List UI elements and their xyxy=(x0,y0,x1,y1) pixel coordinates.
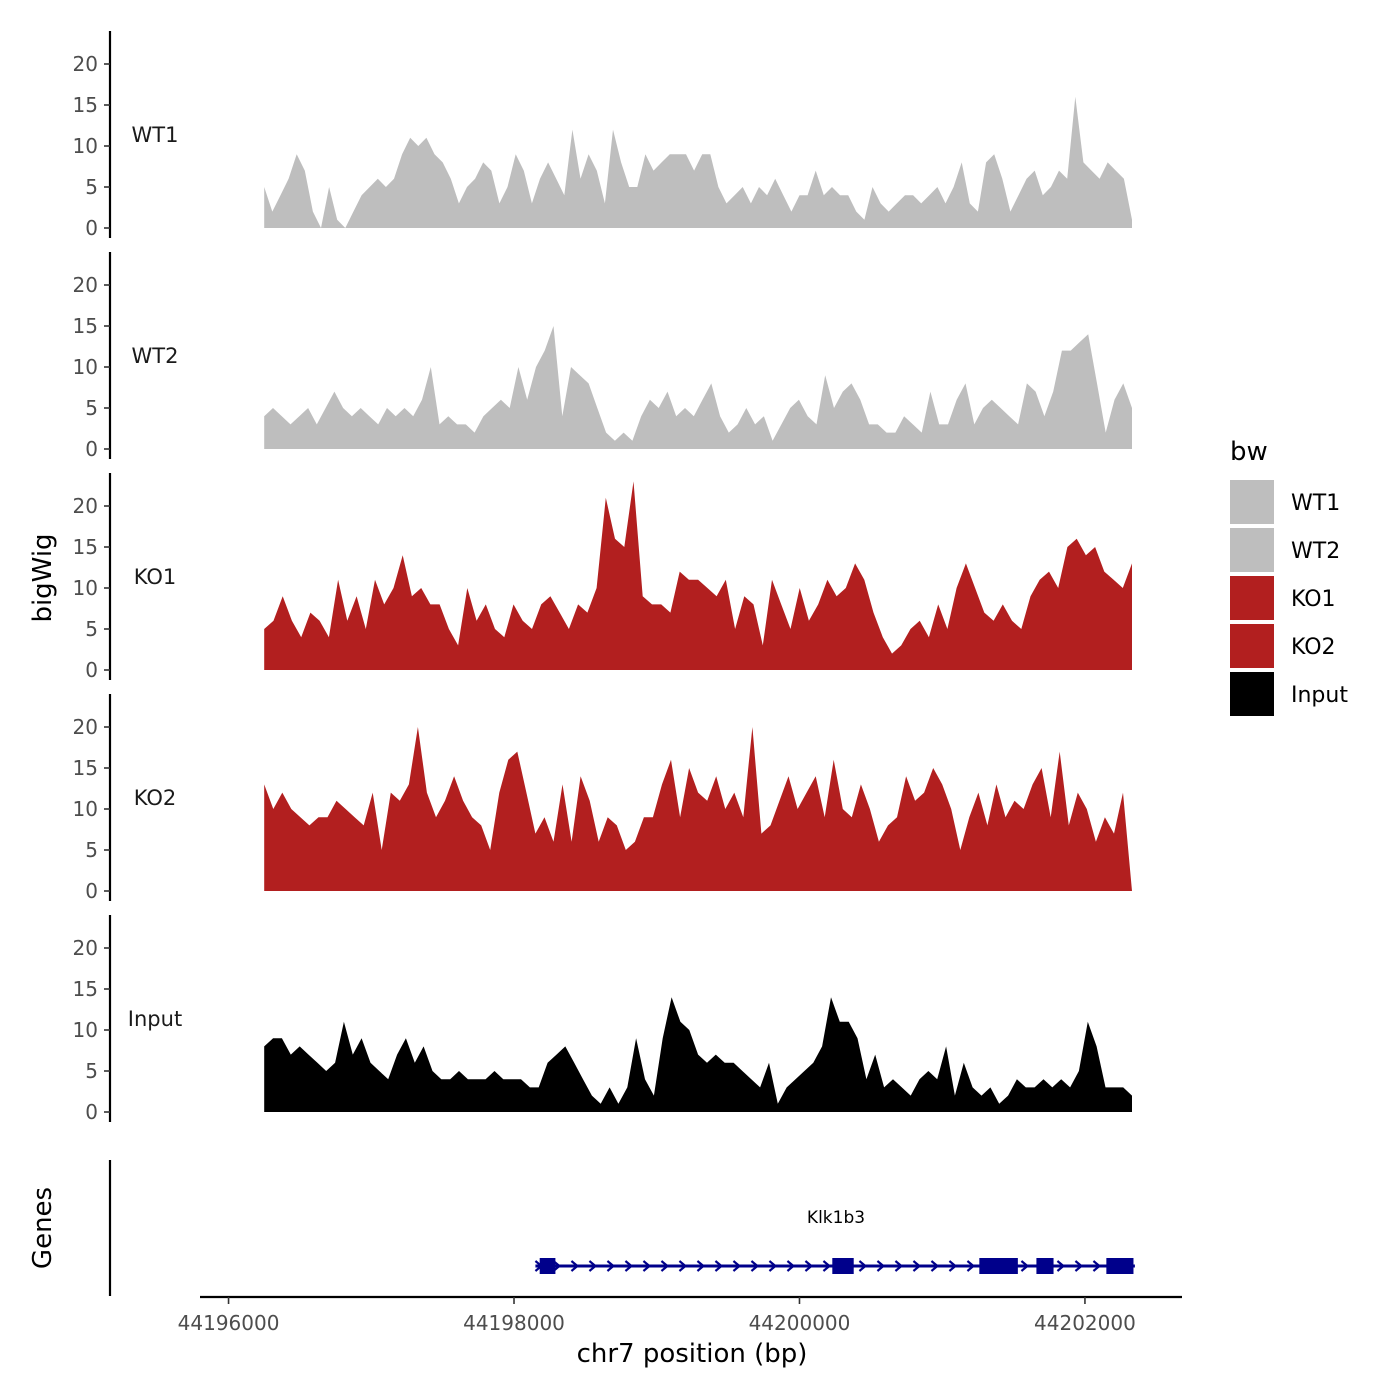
y-tick-label: 20 xyxy=(73,936,98,960)
y-tick-label: 15 xyxy=(73,93,98,117)
gene-exon xyxy=(1106,1258,1134,1274)
gene-exon xyxy=(539,1258,556,1274)
track-panel-KO2: 0 5 10 15 20 KO2 xyxy=(73,694,1132,903)
y-tick-label: 5 xyxy=(85,175,98,199)
legend-label-WT2: WT2 xyxy=(1291,539,1340,564)
y-tick-label: 0 xyxy=(85,658,98,682)
area-WT2 xyxy=(264,326,1132,449)
strand-arrow xyxy=(768,1260,778,1272)
strand-arrow xyxy=(894,1260,904,1272)
area-KO2 xyxy=(264,727,1132,891)
legend-swatch-WT2 xyxy=(1230,528,1274,572)
y-tick-label: 20 xyxy=(73,52,98,76)
y-tick-label: 10 xyxy=(73,134,98,158)
y-tick-label: 0 xyxy=(85,879,98,903)
y-tick-label: 15 xyxy=(73,535,98,559)
y-tick-label: 20 xyxy=(73,494,98,518)
strand-arrow xyxy=(570,1260,580,1272)
gene-exon xyxy=(979,1258,1018,1274)
y-tick-label: 0 xyxy=(85,216,98,240)
legend-label-KO1: KO1 xyxy=(1291,587,1336,612)
track-label-KO2: KO2 xyxy=(134,786,177,810)
x-axis-title: chr7 position (bp) xyxy=(577,1339,808,1369)
legend-swatch-Input xyxy=(1230,672,1274,716)
gene-exon xyxy=(832,1258,854,1274)
area-Input xyxy=(264,997,1132,1112)
y-tick-label: 10 xyxy=(73,1018,98,1042)
legend-label-WT1: WT1 xyxy=(1291,491,1340,516)
y-tick-label: 20 xyxy=(73,273,98,297)
strand-arrow xyxy=(930,1260,940,1272)
y-tick-label: 15 xyxy=(73,756,98,780)
gene-track-title: Genes xyxy=(28,1187,58,1269)
strand-arrow xyxy=(750,1260,760,1272)
x-tick-label: 44198000 xyxy=(463,1311,565,1335)
strand-arrow xyxy=(588,1260,598,1272)
gene-exon xyxy=(1036,1258,1054,1274)
strand-arrow xyxy=(786,1260,796,1272)
strand-arrow xyxy=(1074,1260,1084,1272)
x-tick-label: 44202000 xyxy=(1034,1311,1136,1335)
track-panel-KO1: 0 5 10 15 20 KO1 xyxy=(73,473,1132,682)
track-label-Input: Input xyxy=(128,1007,182,1031)
strand-arrow xyxy=(714,1260,724,1272)
gene-track-panel: Genes Klk1b3 xyxy=(28,1160,1135,1296)
y-tick-label: 15 xyxy=(73,977,98,1001)
legend-label-KO2: KO2 xyxy=(1291,635,1336,660)
x-tick-label: 44196000 xyxy=(178,1311,280,1335)
track-panel-WT1: 0 5 10 15 20 WT1 xyxy=(73,31,1132,240)
strand-arrow xyxy=(624,1260,634,1272)
x-axis: 44196000 44198000 44200000 44202000 xyxy=(178,1295,1182,1335)
y-tick-label: 5 xyxy=(85,396,98,420)
strand-arrow xyxy=(1092,1260,1102,1272)
legend-swatch-KO2 xyxy=(1230,624,1274,668)
track-label-WT2: WT2 xyxy=(132,344,179,368)
legend-title: bw xyxy=(1230,437,1268,467)
y-tick-label: 15 xyxy=(73,314,98,338)
strand-arrow xyxy=(732,1260,742,1272)
strand-arrow xyxy=(660,1260,670,1272)
strand-arrow xyxy=(642,1260,652,1272)
track-label-WT1: WT1 xyxy=(132,123,179,147)
strand-arrow xyxy=(912,1260,922,1272)
strand-arrow xyxy=(822,1260,832,1272)
strand-arrow xyxy=(696,1260,706,1272)
y-tick-label: 0 xyxy=(85,1100,98,1124)
legend: bw WT1 WT2 KO1 KO2 Input xyxy=(1230,437,1348,716)
strand-arrow xyxy=(552,1260,562,1272)
track-label-KO1: KO1 xyxy=(134,565,177,589)
x-tick-label: 44200000 xyxy=(749,1311,851,1335)
area-KO1 xyxy=(264,481,1132,670)
strand-arrow xyxy=(948,1260,958,1272)
strand-arrow xyxy=(966,1260,976,1272)
y-axis-title: bigWig xyxy=(28,533,58,622)
legend-swatch-WT1 xyxy=(1230,480,1274,524)
strand-arrow xyxy=(1020,1260,1030,1272)
y-tick-label: 5 xyxy=(85,1059,98,1083)
y-tick-label: 10 xyxy=(73,797,98,821)
strand-arrow xyxy=(606,1260,616,1272)
y-tick-label: 0 xyxy=(85,437,98,461)
strand-arrow xyxy=(858,1260,868,1272)
y-tick-label: 20 xyxy=(73,715,98,739)
track-panels: 0 5 10 15 20 WT1 0 5 10 15 20 WT2 0 5 10 15 20 KO1 0 5 10 15 2… xyxy=(73,31,1132,1124)
legend-swatch-KO1 xyxy=(1230,576,1274,620)
area-WT1 xyxy=(264,96,1132,228)
strand-arrow xyxy=(1056,1260,1066,1272)
y-tick-label: 10 xyxy=(73,576,98,600)
strand-arrow xyxy=(678,1260,688,1272)
y-tick-label: 5 xyxy=(85,838,98,862)
strand-arrow xyxy=(804,1260,814,1272)
track-panel-WT2: 0 5 10 15 20 WT2 xyxy=(73,252,1132,461)
strand-arrow xyxy=(876,1260,886,1272)
legend-label-Input: Input xyxy=(1291,683,1348,708)
y-tick-label: 10 xyxy=(73,355,98,379)
track-panel-Input: 0 5 10 15 20 Input xyxy=(73,915,1132,1124)
gene-name-label: Klk1b3 xyxy=(807,1208,865,1228)
y-tick-label: 5 xyxy=(85,617,98,641)
